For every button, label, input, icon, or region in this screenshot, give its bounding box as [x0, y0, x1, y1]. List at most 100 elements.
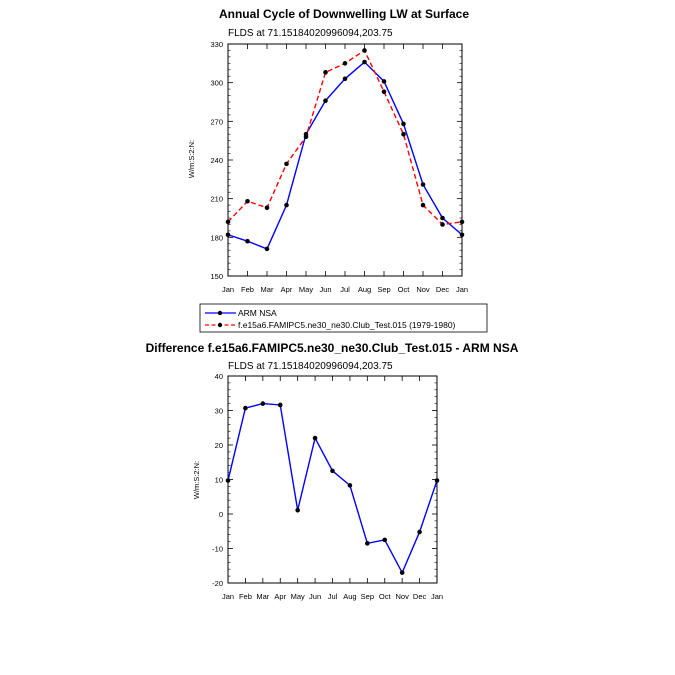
x-tick-label: Jan [431, 592, 443, 601]
axes [227, 375, 438, 584]
y-tick-label: 20 [215, 441, 223, 450]
x-tick-label: Oct [398, 285, 411, 294]
series-group [225, 48, 465, 252]
data-point-1 [420, 202, 426, 208]
legend-label-arm: ARM NSA [238, 308, 277, 318]
chart-title: Annual Cycle of Downwelling LW at Surfac… [219, 7, 469, 21]
data-point-1 [362, 48, 367, 53]
chart-title: Difference f.e15a6.FAMIPC5.ne30_ne30.Clu… [146, 341, 519, 355]
x-tick-label: Apr [281, 285, 293, 294]
x-tick-label: Feb [239, 592, 252, 601]
y-axis-label: W/m:S:2:N: [187, 140, 196, 178]
x-tick-label: Jun [309, 592, 321, 601]
legend: ARM NSA f.e15a6.FAMIPC5.ne30_ne30.Club_T… [199, 303, 488, 333]
data-point-0 [365, 541, 370, 546]
y-tick-label: 150 [210, 272, 223, 281]
data-point-1 [245, 198, 250, 204]
difference-panel: Difference f.e15a6.FAMIPC5.ne30_ne30.Clu… [146, 341, 519, 601]
y-tick-label: 180 [210, 233, 223, 242]
x-tick-label: Nov [395, 592, 409, 601]
x-tick-label: Mar [256, 592, 269, 601]
chart-subtitle: FLDS at 71.15184020996094,203.75 [228, 361, 393, 372]
x-tick-label: Sep [361, 592, 374, 601]
data-point-0 [401, 121, 406, 127]
data-point-1 [459, 219, 465, 225]
series-line-0 [227, 61, 463, 250]
y-tick-label: 0 [219, 510, 223, 519]
x-tick-label: Sep [377, 285, 390, 294]
legend-marker-model [217, 322, 223, 328]
y-axis-label: W/m:S:2:N: [192, 461, 201, 499]
legend-label-model: f.e15a6.FAMIPC5.ne30_ne30.Club_Test.015 … [238, 320, 456, 330]
chart-subtitle: FLDS at 71.15184020996094,203.75 [228, 28, 393, 39]
data-point-0 [245, 238, 250, 244]
y-tick-label: 30 [215, 407, 223, 416]
plot-frame [227, 375, 438, 584]
x-tick-label: Nov [416, 285, 430, 294]
legend-marker-arm [217, 310, 223, 316]
data-point-0 [347, 483, 353, 488]
data-point-0 [225, 478, 231, 483]
data-point-0 [362, 59, 367, 65]
x-tick-label: Jan [456, 285, 468, 294]
x-tick-label: Feb [241, 285, 254, 294]
x-tick-label: Jul [328, 592, 338, 601]
y-tick-label: 300 [210, 79, 223, 88]
data-point-0 [264, 246, 270, 252]
data-point-0 [295, 507, 300, 513]
data-point-0 [323, 98, 328, 104]
y-tick-label: 210 [210, 195, 223, 204]
data-point-0 [312, 435, 318, 441]
x-tick-label: May [291, 592, 305, 601]
series-group [225, 401, 440, 575]
y-tick-label: 10 [215, 476, 223, 485]
data-point-0 [417, 529, 422, 535]
data-point-0 [284, 202, 289, 208]
data-point-0 [381, 79, 387, 84]
x-tick-label: Oct [379, 592, 392, 601]
data-point-0 [420, 182, 426, 187]
tick-labels: Jan Feb Mar Apr May Jun Jul Aug Sep Oct Nov Dec Jan -… [212, 372, 443, 601]
x-tick-label: Jul [340, 285, 350, 294]
x-tick-label: Jun [319, 285, 331, 294]
tick-labels: Jan Feb Mar Apr May Jun Jul Aug Sep Oct Nov Dec Jan 1… [210, 40, 468, 294]
annual-cycle-panel: Annual Cycle of Downwelling LW at Surfac… [187, 7, 469, 294]
data-point-0 [399, 570, 405, 575]
data-point-1 [264, 205, 270, 210]
data-point-1 [284, 161, 289, 167]
x-tick-label: Aug [343, 592, 356, 601]
data-point-1 [342, 61, 348, 66]
y-tick-label: 270 [210, 117, 223, 126]
data-point-1 [401, 131, 406, 137]
data-point-1 [440, 222, 445, 227]
x-tick-label: Aug [358, 285, 371, 294]
y-tick-label: 40 [215, 372, 223, 381]
data-point-0 [459, 232, 465, 238]
data-point-1 [323, 70, 328, 75]
y-tick-label: -10 [212, 545, 223, 554]
x-tick-label: Jan [222, 285, 234, 294]
x-tick-label: Jan [222, 592, 234, 601]
data-point-0 [440, 215, 445, 221]
legend-box [199, 303, 488, 333]
data-point-1 [381, 89, 387, 94]
data-point-0 [434, 478, 440, 483]
data-point-0 [382, 537, 388, 543]
data-point-1 [225, 219, 231, 225]
y-tick-label: 240 [210, 156, 223, 165]
series-line-0 [227, 402, 438, 575]
x-tick-label: Apr [274, 592, 286, 601]
data-point-1 [303, 134, 309, 140]
x-tick-label: Mar [261, 285, 274, 294]
data-point-0 [260, 401, 266, 406]
x-tick-label: Dec [413, 592, 427, 601]
data-point-0 [277, 402, 283, 408]
data-point-0 [225, 232, 231, 238]
data-point-0 [330, 468, 335, 474]
data-point-0 [342, 76, 348, 82]
data-point-0 [243, 405, 248, 411]
x-tick-label: May [299, 285, 313, 294]
y-tick-label: 330 [210, 40, 223, 49]
axes [227, 43, 463, 277]
